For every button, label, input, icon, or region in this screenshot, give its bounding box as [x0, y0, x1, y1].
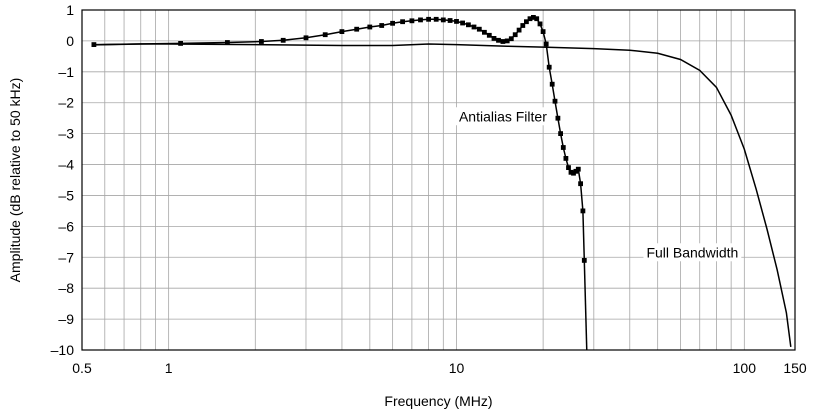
y-tick-label: –3	[58, 126, 74, 142]
data-point-antialias-filter	[578, 181, 583, 187]
data-point-antialias-filter	[303, 35, 309, 41]
data-point-antialias-filter	[504, 38, 510, 44]
grid	[82, 10, 795, 350]
series-line-antialias-filter	[93, 16, 586, 261]
x-tick-label: 10	[449, 360, 465, 376]
x-tick-label: 1	[165, 360, 173, 376]
data-point-antialias-filter	[322, 32, 328, 38]
data-point-antialias-filter	[486, 32, 492, 38]
series-layer	[91, 15, 792, 351]
data-point-antialias-filter	[566, 165, 571, 170]
data-point-antialias-filter	[471, 24, 477, 30]
data-point-antialias-filter	[496, 37, 501, 43]
data-point-antialias-filter	[178, 41, 183, 46]
y-tick-label: 0	[66, 33, 74, 49]
data-point-antialias-filter	[537, 21, 543, 27]
annotation-label: Antialias Filter	[459, 108, 547, 124]
y-tick-label: –8	[58, 280, 74, 296]
data-point-antialias-filter	[400, 19, 405, 25]
data-point-antialias-filter	[339, 29, 345, 34]
data-point-antialias-filter	[563, 156, 569, 161]
y-tick-label: –5	[58, 187, 74, 203]
annotations: Antialias Filter Full Bandwidth	[455, 107, 742, 262]
data-point-antialias-filter	[560, 145, 566, 150]
data-point-antialias-filter	[543, 41, 549, 47]
data-point-antialias-filter	[447, 18, 453, 23]
data-point-antialias-filter	[508, 36, 514, 42]
series-tail-antialias-filter	[583, 260, 588, 351]
series-line-full-bandwidth	[93, 43, 792, 347]
data-point-antialias-filter	[409, 18, 415, 24]
data-point-antialias-filter	[546, 64, 552, 70]
data-point-antialias-filter	[433, 16, 439, 22]
data-point-antialias-filter	[426, 16, 431, 22]
data-point-antialias-filter	[354, 26, 360, 32]
data-point-antialias-filter	[500, 39, 506, 44]
x-tick-label: 150	[783, 360, 807, 376]
data-point-antialias-filter	[390, 20, 395, 26]
data-point-antialias-filter	[491, 36, 497, 41]
data-point-antialias-filter	[440, 17, 446, 23]
data-point-antialias-filter	[558, 131, 563, 136]
data-point-antialias-filter	[575, 166, 581, 172]
y-axis-label: Amplitude (dB relative to 50 kHz)	[7, 78, 23, 283]
annotation-label: Full Bandwidth	[646, 244, 738, 260]
data-point-antialias-filter	[91, 42, 97, 47]
data-point-antialias-filter	[482, 29, 487, 35]
data-point-antialias-filter	[460, 20, 465, 26]
data-point-antialias-filter	[476, 26, 482, 32]
y-tick-label: –4	[58, 157, 74, 173]
x-axis-label: Frequency (MHz)	[384, 393, 492, 409]
data-point-antialias-filter	[520, 23, 526, 28]
data-point-antialias-filter	[454, 19, 459, 24]
tick-labels: 10–1–2–3–4–5–6–7–8–9–100.5 1 10 100 150	[51, 2, 807, 376]
data-point-antialias-filter	[534, 16, 540, 22]
data-point-antialias-filter	[527, 16, 533, 22]
data-point-antialias-filter	[418, 17, 423, 23]
annotation-background	[643, 243, 742, 262]
y-tick-label: –2	[58, 95, 74, 111]
data-point-antialias-filter	[280, 37, 286, 43]
data-point-antialias-filter	[512, 32, 518, 38]
x-tick-label: 0.5	[72, 360, 92, 376]
data-point-antialias-filter	[568, 169, 574, 175]
x-tick-label: 100	[733, 360, 757, 376]
y-tick-label: 1	[66, 2, 74, 18]
data-point-antialias-filter	[379, 23, 385, 28]
annotation-background	[455, 107, 551, 126]
data-point-antialias-filter	[466, 22, 471, 28]
data-point-antialias-filter	[367, 24, 373, 30]
plot-frame	[81, 9, 796, 351]
y-tick-label: –7	[58, 249, 74, 265]
data-point-antialias-filter	[531, 15, 536, 20]
data-point-antialias-filter	[580, 208, 586, 214]
data-point-antialias-filter	[540, 29, 546, 34]
data-point-antialias-filter	[516, 27, 522, 33]
data-point-antialias-filter	[552, 98, 558, 104]
data-point-antialias-filter	[524, 19, 529, 25]
y-tick-label: –9	[58, 311, 74, 327]
y-tick-label: –1	[58, 64, 74, 80]
y-tick-label: –6	[58, 218, 74, 234]
data-point-antialias-filter	[555, 115, 561, 121]
y-tick-label: –10	[51, 342, 75, 358]
data-point-antialias-filter	[225, 40, 230, 45]
data-point-antialias-filter	[549, 81, 555, 87]
data-point-antialias-filter	[259, 39, 264, 44]
